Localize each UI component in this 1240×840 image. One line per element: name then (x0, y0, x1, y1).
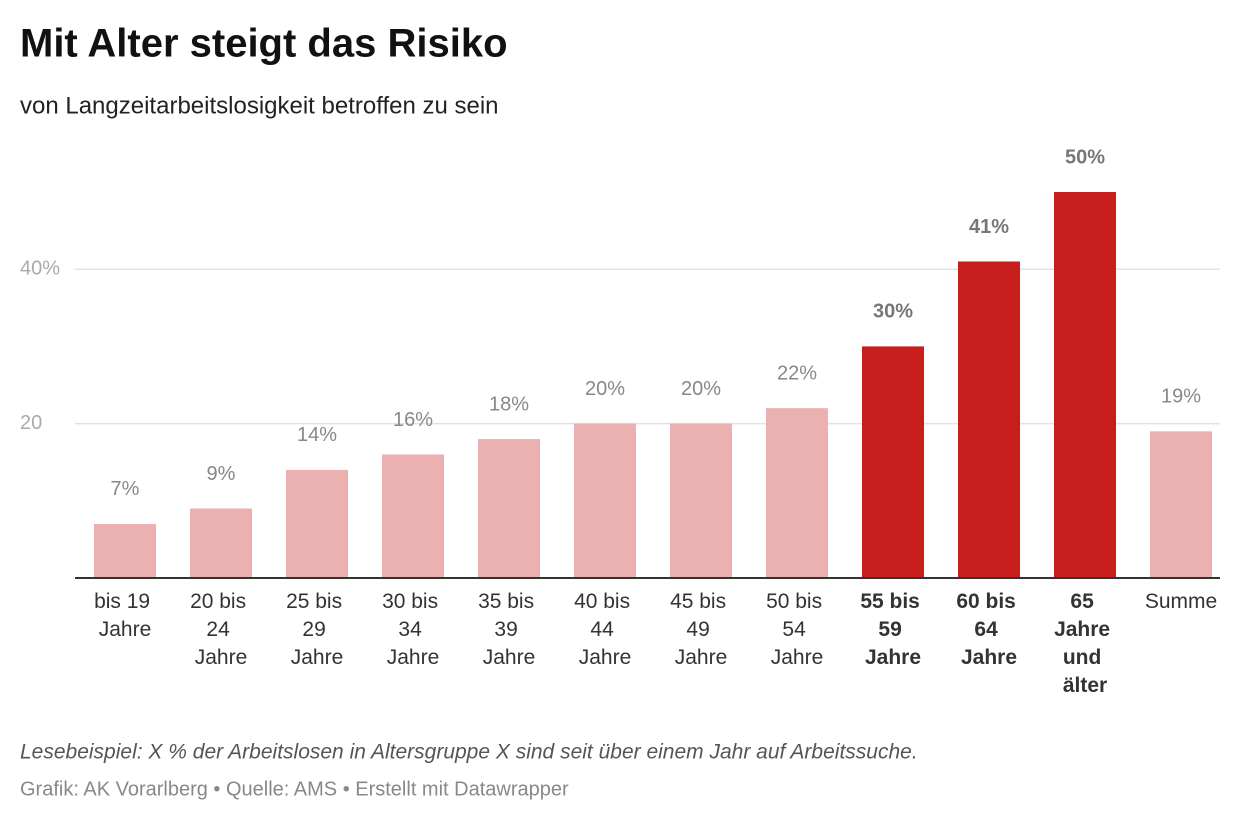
bar (766, 408, 828, 578)
bar (1054, 192, 1116, 578)
bar (1150, 431, 1212, 578)
x-tick-label: 50 bis 54 Jahre (766, 590, 828, 669)
bar (862, 346, 924, 578)
value-label: 50% (1065, 146, 1105, 168)
value-label: 16% (393, 409, 433, 431)
value-label: 19% (1161, 386, 1201, 408)
x-tick-label: 65 Jahre und älter (1054, 590, 1116, 697)
value-label: 20% (585, 378, 625, 400)
x-tick-label: 30 bis 34 Jahre (382, 590, 444, 669)
value-label: 41% (969, 216, 1009, 238)
value-label: 18% (489, 393, 529, 415)
value-label: 9% (207, 463, 236, 485)
x-tick-label: Summe (1145, 590, 1217, 613)
value-label: 22% (777, 362, 817, 384)
bar (958, 261, 1020, 578)
bar (382, 454, 444, 578)
bar (574, 423, 636, 578)
chart-subtitle: von Langzeitarbeitslosigkeit betroffen z… (20, 92, 499, 119)
x-tick-label: 20 bis 24 Jahre (190, 590, 252, 669)
x-tick-label: 25 bis 29 Jahre (286, 590, 348, 669)
x-tick-label: 40 bis 44 Jahre (574, 590, 636, 669)
x-tick-label: bis 19 Jahre (94, 590, 156, 641)
value-label: 30% (873, 301, 913, 323)
value-label: 7% (111, 478, 140, 500)
x-tick-label: 35 bis 39 Jahre (478, 590, 540, 669)
bar (478, 439, 540, 578)
value-label: 14% (297, 424, 337, 446)
bar (94, 523, 156, 578)
chart-note: Lesebeispiel: X % der Arbeitslosen in Al… (20, 741, 918, 764)
value-label: 20% (681, 378, 721, 400)
y-tick-label: 40% (20, 257, 60, 279)
bar (286, 469, 348, 578)
x-tick-label: 55 bis 59 Jahre (860, 590, 925, 669)
chart-source: Grafik: AK Vorarlberg • Quelle: AMS • Er… (20, 778, 569, 800)
x-tick-label: 60 bis 64 Jahre (956, 590, 1021, 669)
bar (190, 508, 252, 578)
bar (670, 423, 732, 578)
chart-title: Mit Alter steigt das Risiko (20, 22, 508, 66)
x-tick-label: 45 bis 49 Jahre (670, 590, 732, 669)
y-tick-label: 20 (20, 412, 42, 434)
